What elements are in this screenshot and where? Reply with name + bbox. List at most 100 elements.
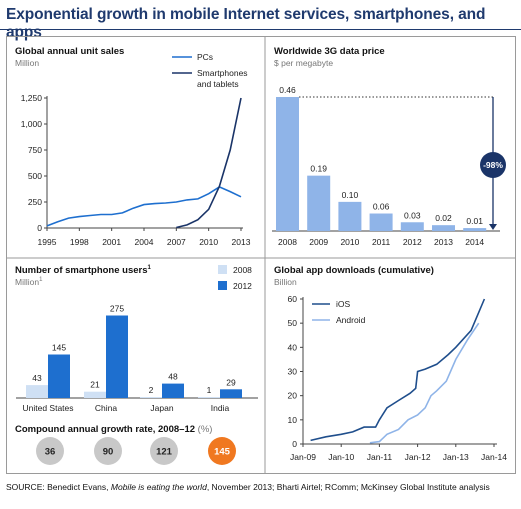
bar-2012: [162, 383, 184, 398]
app-downloads-title: Global app downloads (cumulative): [274, 265, 434, 276]
price-bar: [276, 97, 299, 231]
legend-label-pcs: PCs: [197, 52, 213, 62]
smartphones-line: [176, 97, 242, 229]
unit-sales-subtitle: Million: [15, 58, 40, 68]
smartphone-users-subtitle-sup: 1: [39, 277, 43, 284]
x-tick-label: Jan-11: [367, 452, 393, 462]
x-tick-label: Jan-14: [481, 452, 507, 462]
source-prefix: SOURCE: Benedict Evans,: [6, 482, 111, 492]
cagr-title: Compound annual growth rate, 2008–12 (%): [15, 424, 212, 435]
android-line: [369, 322, 480, 444]
x-tick-label: Jan-10: [328, 452, 354, 462]
y-tick-label: 10: [288, 415, 298, 425]
bar-value-label: 1: [207, 385, 212, 395]
y-tick-label: 0: [292, 439, 297, 449]
price-category-label: 2011: [372, 237, 391, 247]
source-italic: Mobile is eating the world: [110, 482, 207, 492]
price-value-label: 0.19: [310, 164, 327, 174]
ios-line: [310, 298, 486, 442]
y-tick-label: 0: [37, 223, 42, 233]
x-tick-label: 1998: [70, 237, 89, 247]
legend-swatch-2008: [218, 265, 227, 274]
source-note: SOURCE: Benedict Evans, Mobile is eating…: [6, 482, 516, 493]
country-label: China: [95, 403, 117, 413]
cagr-value: 90: [103, 447, 114, 458]
legend-label-2012: 2012: [233, 281, 252, 291]
bar-value-label: 48: [168, 372, 178, 382]
price-bar: [338, 201, 362, 231]
country-label: Japan: [150, 403, 173, 413]
x-tick-label: Jan-13: [443, 452, 469, 462]
x-tick-label: Jan-09: [290, 452, 316, 462]
y-tick-label: 1,000: [21, 119, 43, 129]
cagr-title-text: Compound annual growth rate, 2008–12: [15, 424, 196, 435]
cagr-value: 145: [214, 447, 231, 458]
price-category-label: 2014: [465, 237, 484, 247]
y-tick-label: 40: [288, 342, 298, 352]
bar-2008: [140, 397, 162, 398]
legend-label-smartphones-line1: Smartphones: [197, 68, 248, 78]
title-rule: [0, 29, 521, 30]
cagr-value: 121: [156, 447, 173, 458]
x-tick-label: 2010: [199, 237, 218, 247]
price-category-label: 2013: [434, 237, 453, 247]
chart-grid-frame: [6, 36, 516, 474]
cagr-circle: [208, 437, 236, 465]
price-category-label: 2008: [278, 237, 297, 247]
legend-label-2008: 2008: [233, 265, 252, 275]
bar-value-label: 275: [110, 304, 124, 314]
legend-label-android: Android: [336, 315, 366, 325]
price-value-label: 0.46: [279, 85, 296, 95]
price-value-label: 0.02: [435, 213, 452, 223]
bar-2012: [220, 389, 242, 398]
app-downloads-subtitle: Billion: [274, 277, 297, 287]
y-tick-label: 50: [288, 318, 298, 328]
y-tick-label: 250: [28, 197, 42, 207]
unit-sales-title: Global annual unit sales: [15, 46, 125, 57]
bar-2008: [84, 391, 106, 398]
smartphone-users-title-sup: 1: [147, 265, 151, 271]
smartphone-users-subtitle: Million1: [15, 277, 42, 287]
legend-swatch-2012: [218, 281, 227, 290]
y-tick-label: 750: [28, 145, 42, 155]
bar-value-label: 2: [149, 385, 154, 395]
y-tick-label: 1,250: [21, 93, 43, 103]
x-tick-label: Jan-12: [405, 452, 431, 462]
data-price-subtitle: $ per megabyte: [274, 58, 334, 68]
x-tick-label: 2001: [102, 237, 121, 247]
price-bar: [432, 225, 455, 231]
cagr-circle: [150, 437, 178, 465]
price-category-label: 2012: [403, 237, 422, 247]
cagr-circle: [94, 437, 122, 465]
cagr-circle: [36, 437, 64, 465]
decline-badge-label: -98%: [483, 160, 503, 170]
smartphone-users-title: Number of smartphone users1: [15, 265, 151, 276]
pcs-line: [46, 185, 242, 227]
price-value-label: 0.10: [342, 190, 359, 200]
y-tick-label: 30: [288, 367, 298, 377]
decline-badge: [480, 152, 506, 178]
country-label: India: [211, 403, 230, 413]
bar-2008: [198, 397, 220, 398]
price-bar: [400, 222, 424, 231]
bar-value-label: 145: [52, 343, 66, 353]
x-tick-label: 2004: [135, 237, 154, 247]
x-tick-label: 1995: [38, 237, 57, 247]
bar-value-label: 21: [90, 380, 100, 390]
y-tick-label: 20: [288, 391, 298, 401]
x-tick-label: 2013: [232, 237, 251, 247]
country-label: United States: [22, 403, 73, 413]
price-bar: [463, 228, 487, 231]
y-tick-label: 500: [28, 171, 42, 181]
legend-label-smartphones-line2: and tablets: [197, 79, 239, 89]
price-value-label: 0.01: [466, 216, 483, 226]
y-tick-label: 60: [288, 294, 298, 304]
price-category-label: 2010: [340, 237, 359, 247]
x-tick-label: 2007: [167, 237, 186, 247]
bar-2008: [26, 385, 48, 398]
price-bar: [369, 213, 393, 231]
